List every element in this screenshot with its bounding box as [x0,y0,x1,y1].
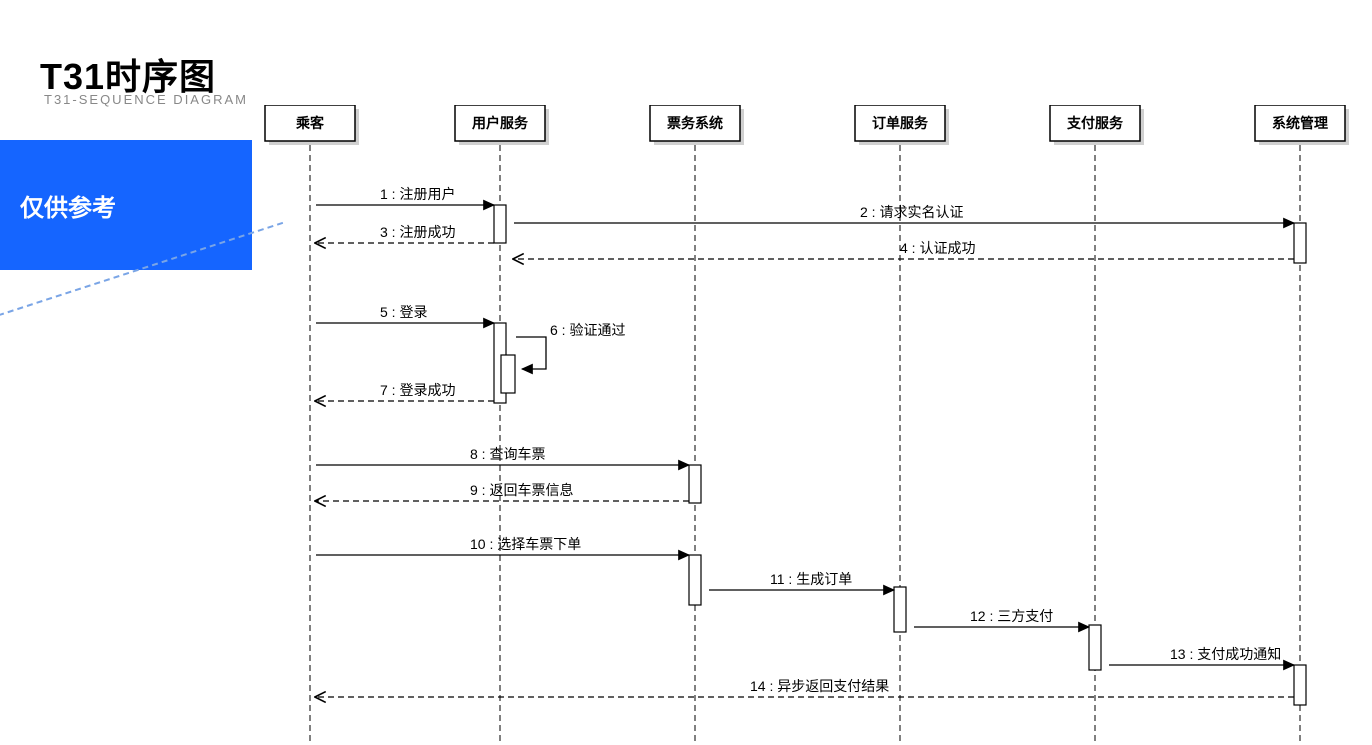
svg-text:8 : 查询车票: 8 : 查询车票 [470,446,545,462]
watermark-text: 仅供参考 [20,188,116,223]
svg-text:支付服务: 支付服务 [1066,115,1124,131]
svg-text:12 : 三方支付: 12 : 三方支付 [970,608,1053,624]
svg-text:乘客: 乘客 [295,115,325,131]
svg-text:订单服务: 订单服务 [872,115,929,131]
svg-text:3 : 注册成功: 3 : 注册成功 [380,224,455,240]
svg-text:系统管理: 系统管理 [1272,115,1328,131]
svg-text:14 : 异步返回支付结果: 14 : 异步返回支付结果 [750,678,889,694]
diagram-subtitle: T31-SEQUENCE DIAGRAM [44,92,248,107]
svg-text:5 : 登录: 5 : 登录 [380,304,427,320]
svg-text:用户服务: 用户服务 [472,115,529,131]
svg-text:13 : 支付成功通知: 13 : 支付成功通知 [1170,646,1281,662]
svg-text:2 : 请求实名认证: 2 : 请求实名认证 [860,204,963,220]
svg-text:7 : 登录成功: 7 : 登录成功 [380,382,455,398]
watermark-box: 仅供参考 [0,140,252,270]
svg-text:9 : 返回车票信息: 9 : 返回车票信息 [470,482,573,498]
sequence-diagram: 乘客 用户服务 票务系统 订单服务 支付服务 系统管理 1 : 注册用户 2 : 请求实名认证… [260,105,1360,745]
svg-text:11 : 生成订单: 11 : 生成订单 [770,571,852,587]
svg-text:10 : 选择车票下单: 10 : 选择车票下单 [470,536,581,552]
svg-text:票务系统: 票务系统 [667,115,723,131]
svg-text:1 : 注册用户: 1 : 注册用户 [380,186,455,202]
svg-text:6 : 验证通过: 6 : 验证通过 [550,322,625,338]
svg-text:4 : 认证成功: 4 : 认证成功 [900,240,975,256]
